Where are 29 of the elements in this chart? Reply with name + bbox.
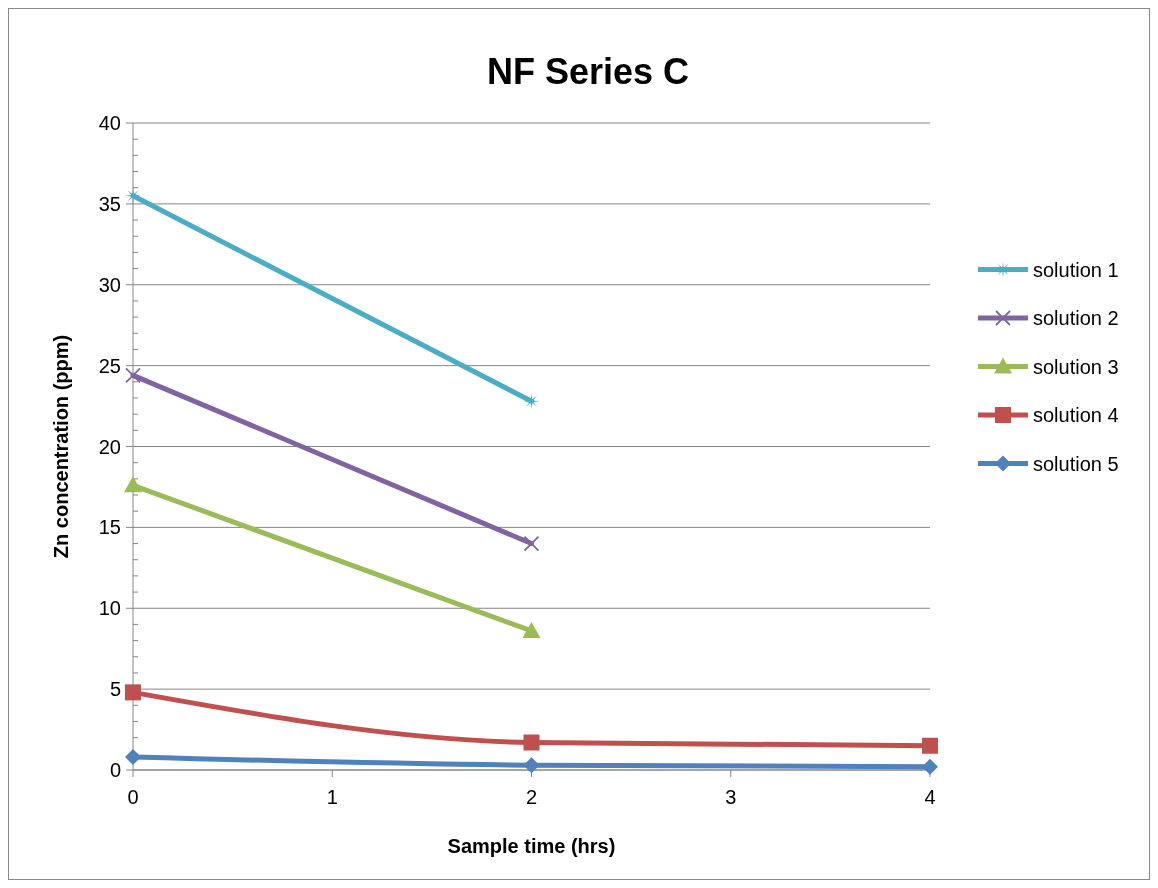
legend-label: solution 1 <box>1033 258 1119 281</box>
point <box>922 758 938 775</box>
legend-label: solution 2 <box>1033 307 1119 329</box>
point <box>523 393 540 410</box>
point <box>125 749 141 766</box>
x-tick-label: 1 <box>326 786 338 808</box>
y-tick-label: 25 <box>98 354 121 377</box>
y-tick-label: 5 <box>109 678 121 701</box>
x-axis-title: Sample time (hrs) <box>447 835 616 857</box>
point <box>125 684 141 701</box>
x-tick-label: 4 <box>924 786 936 808</box>
legend-label: solution 5 <box>1033 452 1119 475</box>
point <box>922 737 938 754</box>
y-tick-label: 10 <box>98 597 121 620</box>
y-tick-label: 20 <box>98 435 121 458</box>
y-tick-label: 30 <box>98 273 121 296</box>
x-tick-label: 3 <box>725 786 737 808</box>
point <box>523 734 540 751</box>
y-axis-title: Zn concentration (ppm) <box>50 334 72 559</box>
legend-label: solution 3 <box>1033 355 1119 378</box>
y-tick-label: 15 <box>98 516 121 539</box>
y-tick-label: 40 <box>98 112 121 134</box>
legend-label: solution 4 <box>1033 404 1119 426</box>
y-tick-label: 0 <box>109 759 121 781</box>
point <box>523 757 540 774</box>
chart-title: NF Series C <box>486 51 690 92</box>
y-tick-label: 35 <box>98 192 121 215</box>
x-tick-label: 0 <box>127 786 139 808</box>
x-tick-label: 2 <box>525 786 538 808</box>
